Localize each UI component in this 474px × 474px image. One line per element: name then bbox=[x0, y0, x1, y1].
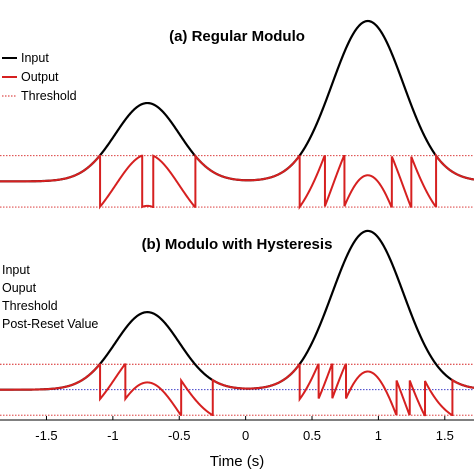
panel-b-title: (b) Modulo with Hysteresis bbox=[142, 236, 333, 253]
legend-threshold-label: Threshold bbox=[21, 89, 77, 103]
legend-b-post-reset-label: Post-Reset Value bbox=[2, 317, 98, 331]
x-ticks: -1.5 -1 -0.5 0 0.5 1 1.5 bbox=[35, 416, 454, 443]
x-axis: -1.5 -1 -0.5 0 0.5 1 1.5 Time (s) bbox=[0, 416, 474, 470]
panel-b-thresholds bbox=[0, 363, 474, 416]
panel-b-output-line bbox=[0, 363, 474, 417]
panel-b-input-line bbox=[0, 229, 474, 391]
panel-a: (a) Regular Modulo Input Output Threshol… bbox=[0, 19, 474, 210]
legend-b-threshold-label: Threshold bbox=[2, 299, 58, 313]
x-tick-label: 1.5 bbox=[436, 428, 454, 443]
x-tick-label: 0.5 bbox=[303, 428, 321, 443]
legend-input-label: Input bbox=[21, 51, 49, 65]
legend-output-label: Output bbox=[21, 70, 59, 84]
x-tick-label: -1.5 bbox=[35, 428, 57, 443]
legend-b-output-label: Ouput bbox=[2, 281, 37, 295]
x-tick-label: 0 bbox=[242, 428, 249, 443]
panel-a-legend: Input Output Threshold bbox=[2, 51, 77, 103]
x-axis-label: Time (s) bbox=[210, 453, 264, 470]
panel-a-output-line bbox=[0, 152, 474, 210]
panel-a-thresholds bbox=[0, 155, 474, 208]
panel-b-legend: Input Ouput Threshold Post-Reset Value bbox=[2, 263, 98, 331]
x-tick-label: -1 bbox=[107, 428, 119, 443]
panel-a-title: (a) Regular Modulo bbox=[169, 28, 305, 45]
legend-b-input-label: Input bbox=[2, 263, 30, 277]
x-tick-label: -0.5 bbox=[168, 428, 190, 443]
x-tick-label: 1 bbox=[375, 428, 382, 443]
panel-b: (b) Modulo with Hysteresis Input Ouput T… bbox=[0, 229, 474, 417]
